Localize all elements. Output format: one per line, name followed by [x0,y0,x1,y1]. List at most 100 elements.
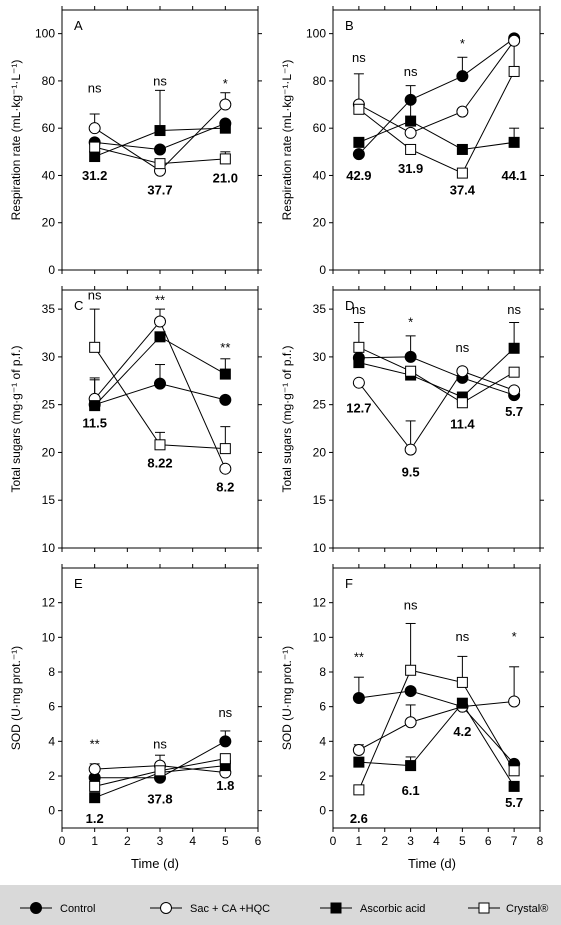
y-tick-label-e: 4 [48,734,55,748]
legend: Control Sac + CA +HQC Ascorbic acid Crys… [20,902,548,915]
point-crys [508,65,520,77]
point-ctrl [404,93,417,106]
legend-item-control: Control [20,902,95,915]
point-sac [352,376,365,389]
value-annotation-a: 21.0 [213,171,238,186]
x-tick-label-f: 1 [356,834,363,848]
significance-label-b: * [460,36,465,51]
legend-item-ascorbic: Ascorbic acid [320,902,425,915]
value-annotation-a: 37.7 [147,182,172,197]
point-asc [89,151,101,163]
y-axis-label-d: Total sugars (mg·g⁻¹ of p.f.) [280,345,294,492]
panel-letter-d: D [345,298,354,313]
point-sac [404,716,417,729]
x-tick-label-f: 4 [433,834,440,848]
x-axis-label-left: Time (d) [131,856,179,871]
y-tick-label-c: 20 [42,445,56,459]
y-tick-label-e: 8 [48,665,55,679]
y-axis-label-a: Respiration rate (mL·kg⁻¹·L⁻¹) [9,60,23,221]
y-axis-label-b: Respiration rate (mL·kg⁻¹·L⁻¹) [280,60,294,221]
y-tick-label-a: 0 [48,263,55,277]
x-tick-label-f: 2 [381,834,388,848]
series-line-sac [358,40,515,134]
panel-letter-e: E [74,576,83,591]
point-asc [456,697,468,709]
point-asc [405,760,417,772]
filled-circle-marker-icon [30,902,42,914]
y-tick-label-d: 30 [313,350,327,364]
significance-label-e: ns [153,736,167,751]
point-ctrl [219,393,232,406]
legend-item-crystal: Crystal® [468,902,548,915]
point-crys [353,784,365,796]
point-ctrl [352,692,365,704]
point-asc [405,115,417,127]
x-tick-label-e: 6 [255,834,262,848]
y-tick-label-b: 20 [313,216,327,230]
significance-label-f: ns [404,598,418,613]
panel-letter-f: F [345,576,353,591]
point-crys [154,765,166,777]
significance-label-d: * [408,314,413,329]
legend-label-sac: Sac + CA +HQC [190,903,270,915]
series-line-ctrl [358,690,515,765]
y-tick-label-b: 0 [319,263,326,277]
point-sac [456,105,469,118]
y-tick-label-a: 80 [42,74,56,88]
value-annotation-b: 31.9 [398,161,423,176]
point-asc [353,357,365,369]
point-asc [89,400,101,412]
significance-label-b: ns [404,64,418,79]
point-ctrl [154,377,166,390]
y-tick-label-d: 35 [313,302,327,316]
value-annotation-c: 8.2 [216,480,234,495]
value-annotation-e: 1.8 [216,778,234,793]
value-annotation-f: 4.2 [453,724,471,739]
point-crys [456,676,468,688]
value-annotation-f: 2.6 [350,811,368,826]
y-tick-label-d: 15 [313,493,327,507]
point-asc [154,125,166,137]
point-asc [456,143,468,155]
value-annotation-b: 44.1 [501,168,526,183]
point-crys [405,664,417,676]
point-crys [89,141,101,153]
point-asc [353,136,365,148]
series-line-asc [358,347,515,398]
legend-label-control: Control [60,903,95,915]
significance-label-f: ns [456,629,470,644]
y-axis-label-e: SOD (U·mg prot.⁻¹) [9,646,23,750]
panel-d: D 10 15 20 25 30 35 Total sugars (mg·g⁻¹ of p.f… [280,286,544,555]
y-tick-label-c: 25 [42,398,56,412]
value-annotation-d: 5.7 [505,404,523,419]
point-sac [219,462,232,475]
value-annotation-e: 37.8 [147,792,172,807]
panel-letter-a: A [74,18,83,33]
value-annotation-a: 31.2 [82,168,107,183]
point-crys [353,103,365,115]
significance-label-c: ** [155,292,165,307]
y-tick-label-b: 60 [313,121,327,135]
legend-bar [0,885,561,925]
y-tick-label-d: 10 [313,541,327,555]
x-tick-label-f: 5 [459,834,466,848]
x-tick-label-e: 0 [59,834,66,848]
significance-label-d: ns [507,302,521,317]
x-tick-label-f: 8 [537,834,544,848]
x-tick-label-e: 5 [222,834,229,848]
point-crys [405,365,417,377]
point-ctrl [456,70,469,83]
y-tick-label-c: 35 [42,302,56,316]
significance-label-e: ns [218,705,232,720]
point-ctrl [404,685,417,698]
x-tick-label-f: 6 [485,834,492,848]
y-tick-label-f: 10 [313,630,327,644]
point-sac [508,34,521,47]
x-tick-label-f: 3 [407,834,414,848]
significance-label-d: ns [352,302,366,317]
series-line-crys [358,71,515,174]
point-asc [508,136,520,148]
y-tick-label-b: 80 [313,74,327,88]
point-crys [89,780,101,792]
point-sac [508,384,521,397]
